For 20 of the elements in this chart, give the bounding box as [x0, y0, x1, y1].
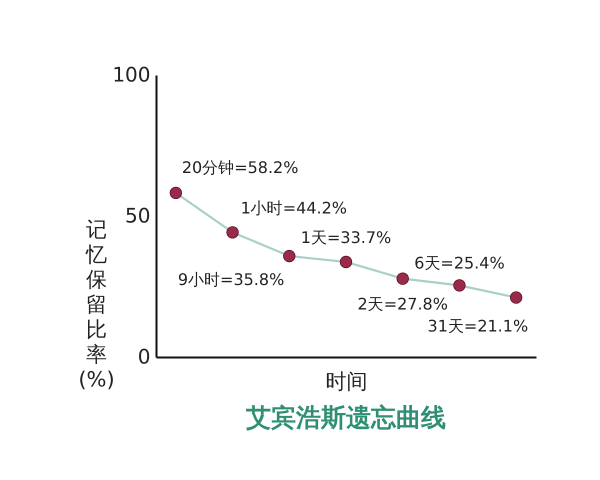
- data-label: 6天=25.4%: [414, 253, 505, 272]
- point: [226, 226, 239, 239]
- data-label: 31天=21.1%: [428, 316, 528, 336]
- y-axis-title: 记忆保留比率(%): [78, 218, 115, 392]
- data-label: 1小时=44.2%: [240, 198, 347, 218]
- point: [453, 279, 466, 292]
- point: [170, 186, 182, 200]
- point: [340, 256, 352, 268]
- data-label: 2天=27.8%: [358, 294, 448, 314]
- text: 艾宾浩斯遗忘曲线: [245, 403, 446, 432]
- data-label: 9小时=35.8%: [178, 270, 284, 290]
- y-tick-label: 50: [125, 204, 150, 228]
- point: [510, 291, 522, 304]
- y-tick-label: 100: [112, 62, 150, 86]
- y-tick-label: 0: [138, 344, 150, 368]
- data-label: 1天=33.7%: [300, 228, 392, 247]
- data-label: 20分钟=58.2%: [182, 158, 298, 177]
- x-axis-title: 时间: [326, 370, 368, 394]
- point: [396, 272, 409, 285]
- point: [283, 250, 296, 262]
